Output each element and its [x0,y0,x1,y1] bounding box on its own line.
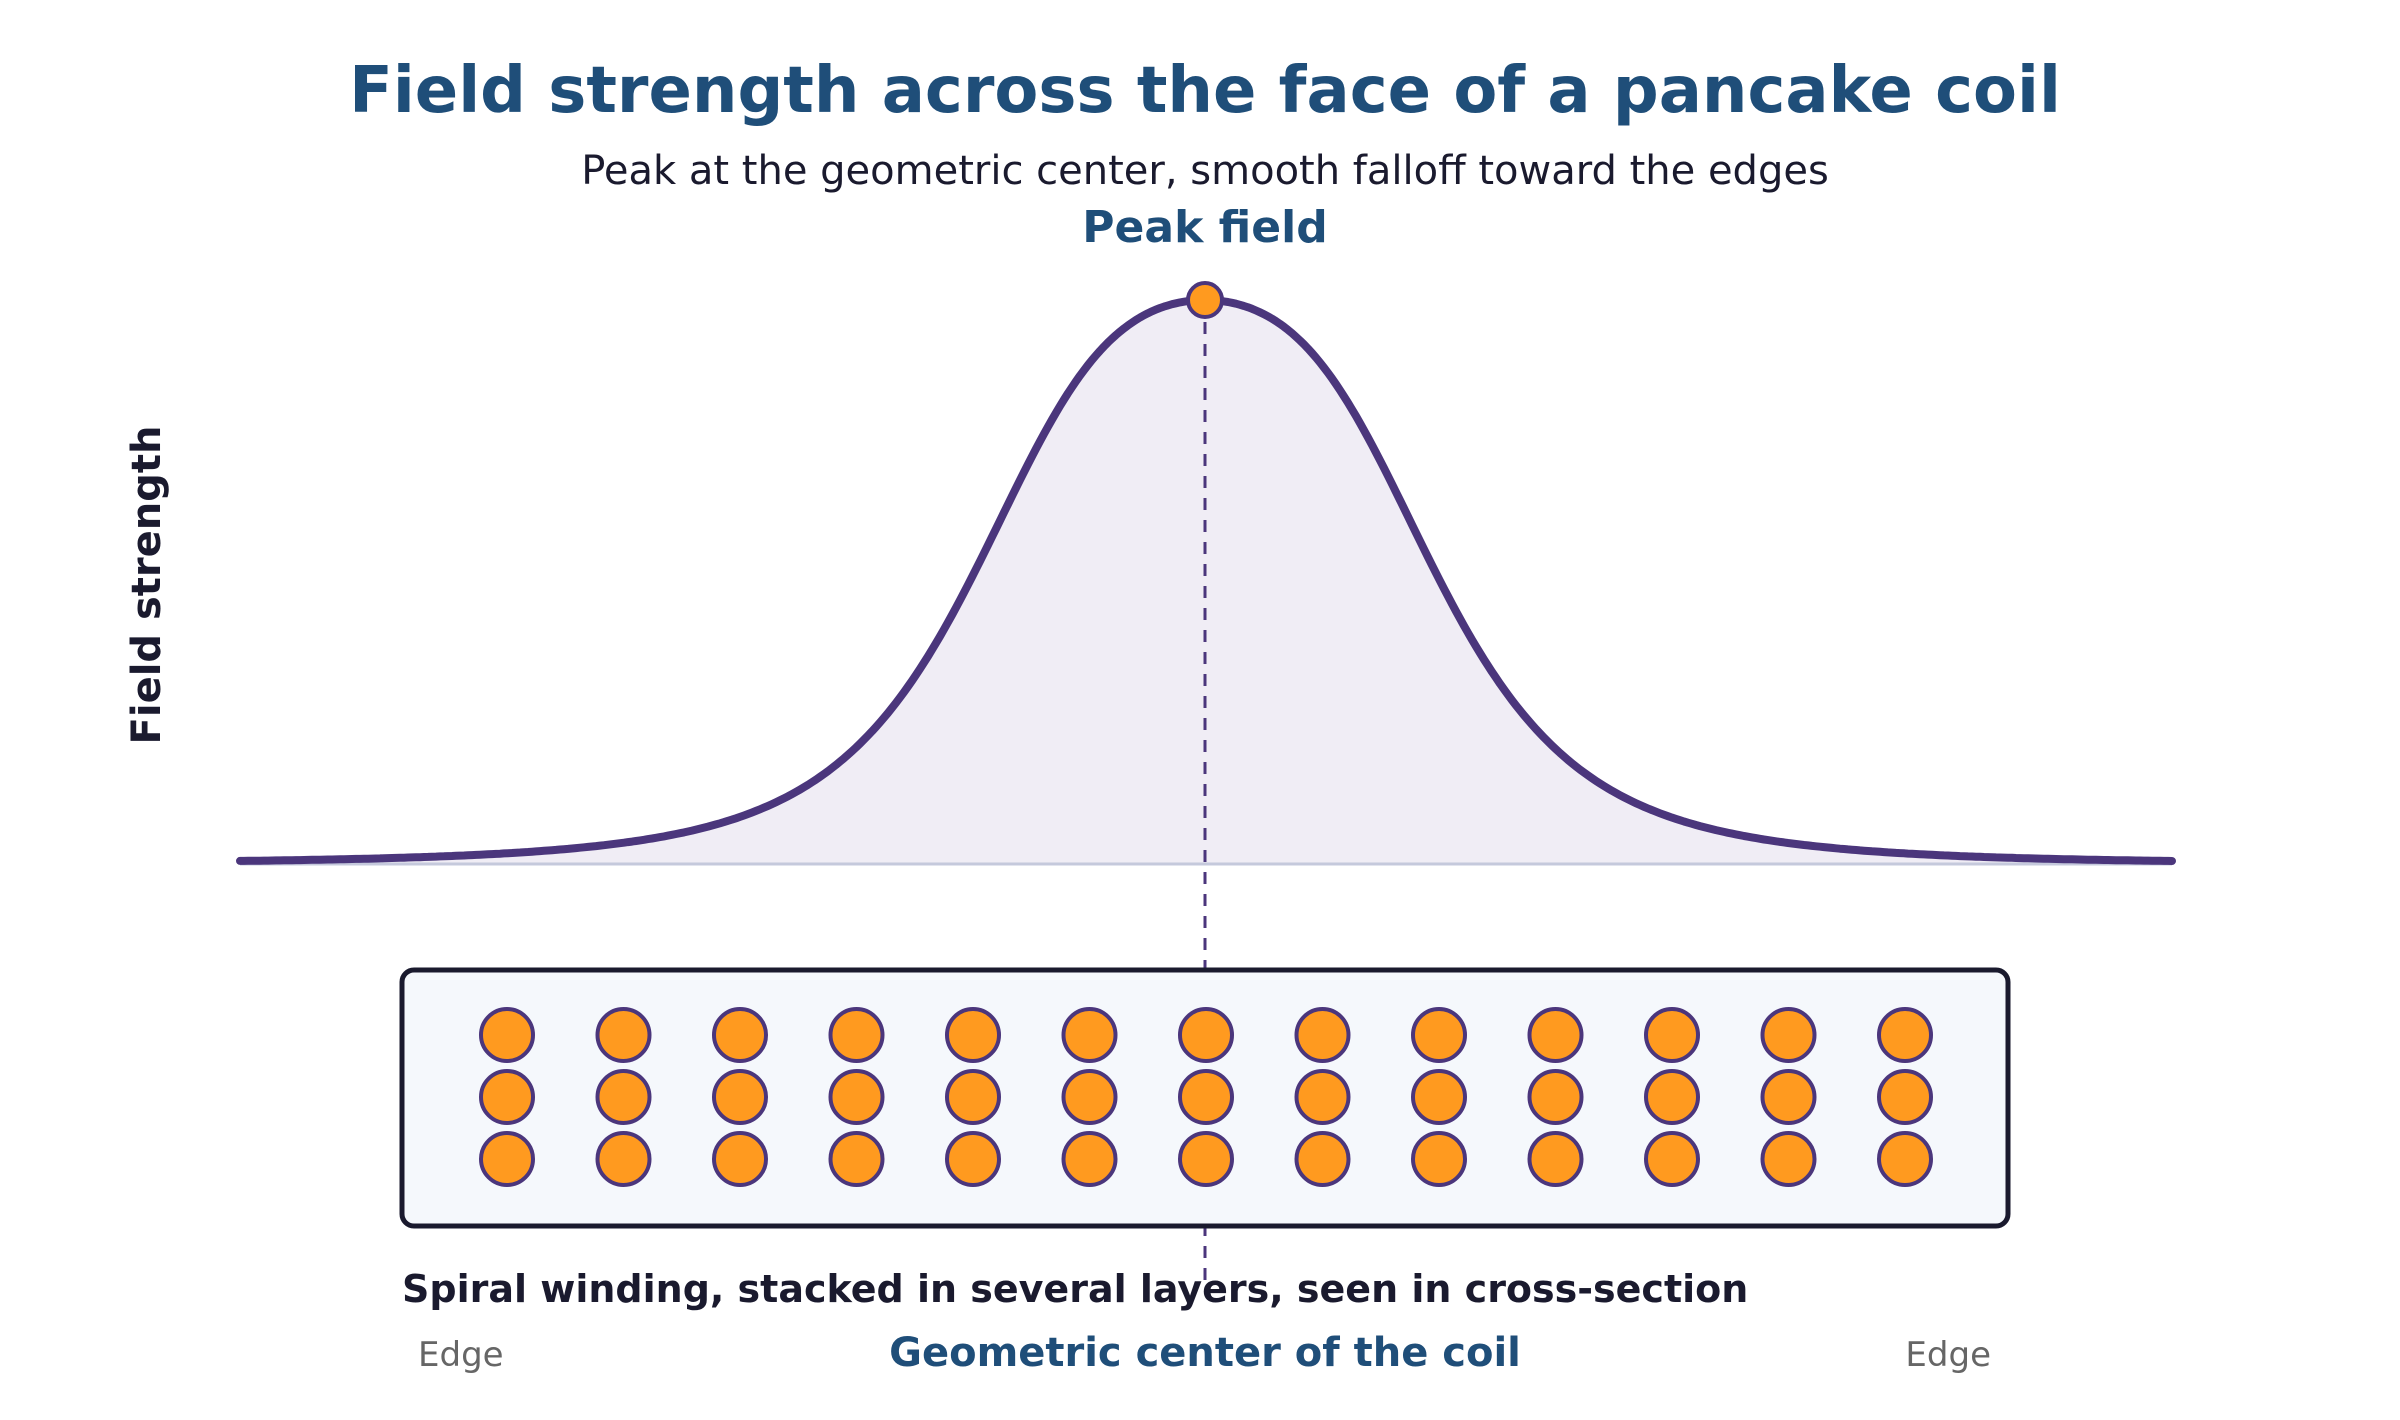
winding-turn [1527,1007,1584,1063]
winding-turn [712,1007,768,1063]
winding-turn [1411,1131,1467,1187]
winding-turn [1178,1069,1234,1125]
diagram-subtitle: Peak at the geometric center, smooth fal… [581,148,1829,194]
winding-turn [1877,1007,1933,1063]
edge-label-left: Edge [418,1335,504,1375]
peak-marker [1186,281,1224,319]
winding-turn [1061,1007,1118,1063]
winding-turn [1411,1069,1467,1125]
winding-turn [1760,1069,1817,1125]
winding-turn [1061,1069,1118,1125]
winding-turn [1178,1007,1234,1063]
winding-turn [945,1007,1001,1063]
winding-caption: Spiral winding, stacked in several layer… [402,1267,1748,1311]
winding-turn [828,1007,885,1063]
winding-turn [1294,1007,1351,1063]
winding-turn [479,1007,535,1063]
winding-turn [1178,1131,1234,1187]
field-curve-fill [240,300,2172,864]
peak-field-label: Peak field [1082,202,1327,253]
winding-turn [712,1069,768,1125]
winding-turn [479,1069,535,1125]
winding-turn [1527,1131,1584,1187]
winding-grid [479,1007,1933,1187]
winding-turn [1760,1007,1817,1063]
winding-turn [1294,1069,1351,1125]
winding-turn [828,1069,885,1125]
winding-turn [1527,1069,1584,1125]
winding-turn [1760,1131,1817,1187]
winding-turn [828,1131,885,1187]
edge-label-right: Edge [1905,1335,1991,1375]
winding-turn [479,1131,535,1187]
winding-turn [712,1131,768,1187]
y-axis-label: Field strength [124,426,170,745]
winding-turn [1877,1131,1933,1187]
winding-turn [595,1007,652,1063]
winding-turn [1294,1131,1351,1187]
winding-turn [1644,1131,1700,1187]
winding-turn [945,1131,1001,1187]
winding-turn [1644,1069,1700,1125]
winding-turn [1061,1131,1118,1187]
winding-turn [1877,1069,1933,1125]
diagram-title: Field strength across the face of a panc… [349,54,2061,128]
geometric-center-label: Geometric center of the coil [889,1330,1521,1376]
winding-turn [595,1131,652,1187]
winding-turn [945,1069,1001,1125]
winding-turn [1411,1007,1467,1063]
winding-turn [595,1069,652,1125]
winding-turn [1644,1007,1700,1063]
